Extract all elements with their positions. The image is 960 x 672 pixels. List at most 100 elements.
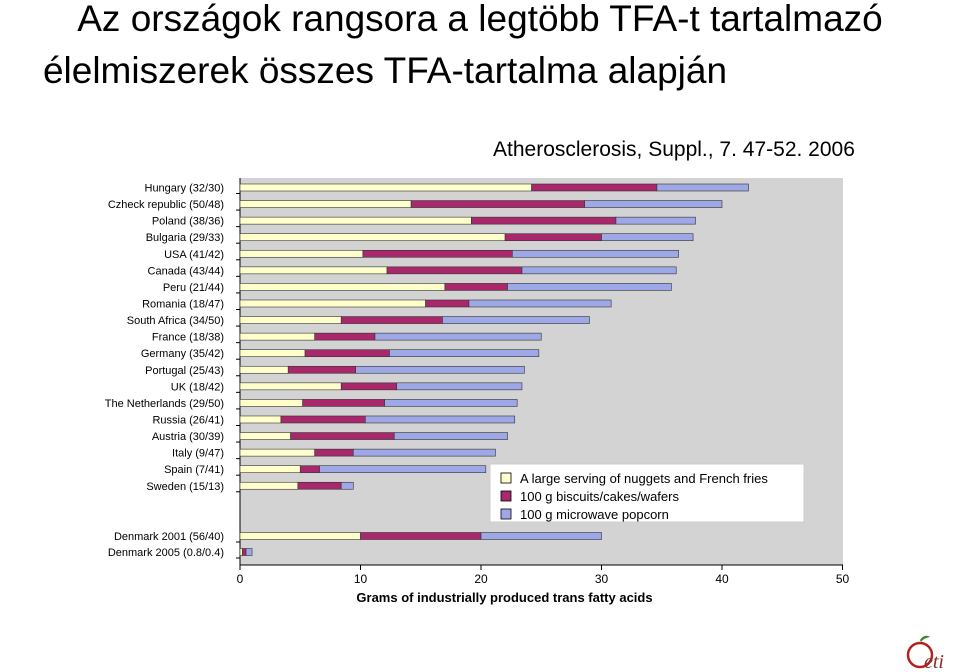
- bar-segment: [384, 399, 518, 407]
- bar-segment: [287, 365, 356, 374]
- bar-segment: [393, 432, 508, 440]
- bar-segment: [239, 548, 243, 556]
- bar-segment: [531, 183, 658, 192]
- bar-segment: [444, 283, 508, 291]
- bar-segment: [239, 432, 291, 440]
- title-line-2: élelmiszerek összes TFA-tartalma alapján: [42, 50, 728, 91]
- x-tick-label: 40: [715, 572, 729, 586]
- legend-swatch: [500, 508, 512, 520]
- category-label: Czheck republic (50/48): [108, 199, 224, 211]
- bar-segment: [504, 233, 602, 242]
- bar-segment: [304, 349, 390, 358]
- bar-segment: [245, 548, 253, 556]
- bar-segment: [601, 233, 694, 242]
- legend-box: [489, 463, 805, 523]
- bar-segment: [340, 382, 397, 391]
- bar-segment: [471, 216, 617, 225]
- x-tick-label: 10: [354, 572, 368, 586]
- bar-segment: [355, 365, 525, 374]
- bar-segment: [386, 266, 523, 275]
- bar-segment: [239, 299, 426, 308]
- oeti-logo: eti: [906, 635, 944, 672]
- bar-segment: [299, 465, 320, 473]
- bar-segment: [352, 448, 496, 457]
- category-label: France (18/38): [152, 332, 224, 344]
- bar-segment: [239, 465, 301, 473]
- bar-segment: [319, 465, 487, 473]
- bar-segment: [239, 266, 388, 275]
- bar-segment: [365, 415, 516, 424]
- category-label: USA (41/42): [164, 249, 224, 261]
- svg-text:eti: eti: [924, 651, 944, 672]
- category-label: Denmark 2005 (0.8/0.4): [108, 547, 224, 559]
- legend-label: 100 g biscuits/cakes/wafers: [520, 489, 679, 504]
- bar-segment: [512, 249, 679, 258]
- category-label: Russia (26/41): [152, 414, 224, 426]
- bar-segment: [239, 283, 446, 291]
- bar-segment: [239, 233, 506, 242]
- bar-segment: [656, 183, 749, 192]
- category-label: Hungary (32/30): [145, 183, 225, 195]
- bar-segment: [615, 216, 696, 225]
- x-axis-title: Grams of industrially produced trans fat…: [356, 590, 652, 605]
- bar-segment: [507, 283, 672, 291]
- category-label: Poland (38/36): [152, 216, 224, 228]
- bar-segment: [480, 532, 602, 540]
- bar-segment: [239, 349, 306, 358]
- bar-segment: [302, 399, 385, 407]
- category-label: Austria (30/39): [152, 431, 224, 443]
- bar-segment: [242, 548, 247, 556]
- bar-segment: [340, 316, 443, 324]
- bar-segment: [297, 481, 342, 490]
- bar-segment: [239, 532, 361, 540]
- bar-segment: [521, 266, 677, 275]
- legend-label: 100 g microwave popcorn: [520, 507, 669, 522]
- bar-segment: [425, 299, 470, 308]
- bar-segment: [314, 448, 354, 457]
- x-tick-label: 50: [836, 572, 850, 586]
- bar-segment: [239, 316, 342, 324]
- bar-segment: [239, 249, 364, 258]
- bar-segment: [396, 382, 523, 391]
- category-label: Germany (35/42): [141, 348, 224, 360]
- category-label: UK (18/42): [171, 381, 224, 393]
- bar-segment: [584, 200, 723, 208]
- x-tick-label: 20: [474, 572, 488, 586]
- category-label: Romania (18/47): [142, 298, 224, 310]
- bar-segment: [410, 200, 585, 208]
- source-citation: Atherosclerosis, Suppl., 7. 47-52. 2006: [493, 138, 855, 161]
- bar-segment: [442, 316, 590, 324]
- category-label: Spain (7/41): [164, 464, 224, 476]
- title-line-1: Az országok rangsora a legtöbb TFA-t tar…: [77, 0, 883, 39]
- category-label: Peru (21/44): [163, 282, 224, 294]
- bar-segment: [362, 249, 513, 258]
- x-tick-label: 30: [595, 572, 609, 586]
- category-label: Canada (43/44): [148, 265, 224, 277]
- bar-segment: [239, 183, 532, 192]
- category-label: Denmark 2001 (56/40): [114, 531, 224, 543]
- bar-segment: [239, 448, 316, 457]
- legend-label: A large serving of nuggets and French fr…: [520, 471, 768, 486]
- category-label: Portugal (25/43): [145, 365, 224, 377]
- legend-swatch: [500, 472, 512, 484]
- category-label: Bulgaria (29/33): [146, 232, 224, 244]
- category-label: Italy (9/47): [172, 448, 224, 460]
- bar-segment: [360, 532, 482, 540]
- legend-swatch: [500, 490, 512, 502]
- bar-segment: [239, 216, 472, 225]
- bar-segment: [340, 481, 354, 490]
- bar-segment: [239, 332, 316, 341]
- bar-segment: [389, 349, 540, 358]
- bar-segment: [239, 481, 299, 490]
- category-label: The Netherlands (29/50): [105, 398, 224, 410]
- bar-segment: [468, 299, 612, 308]
- bar-segment: [374, 332, 542, 341]
- x-tick-label: 0: [237, 572, 244, 586]
- bar-segment: [239, 382, 342, 391]
- bar-segment: [239, 415, 282, 424]
- bar-segment: [314, 332, 376, 341]
- bar-segment: [239, 200, 412, 208]
- bar-segment: [239, 399, 303, 407]
- category-label: South Africa (34/50): [127, 315, 224, 327]
